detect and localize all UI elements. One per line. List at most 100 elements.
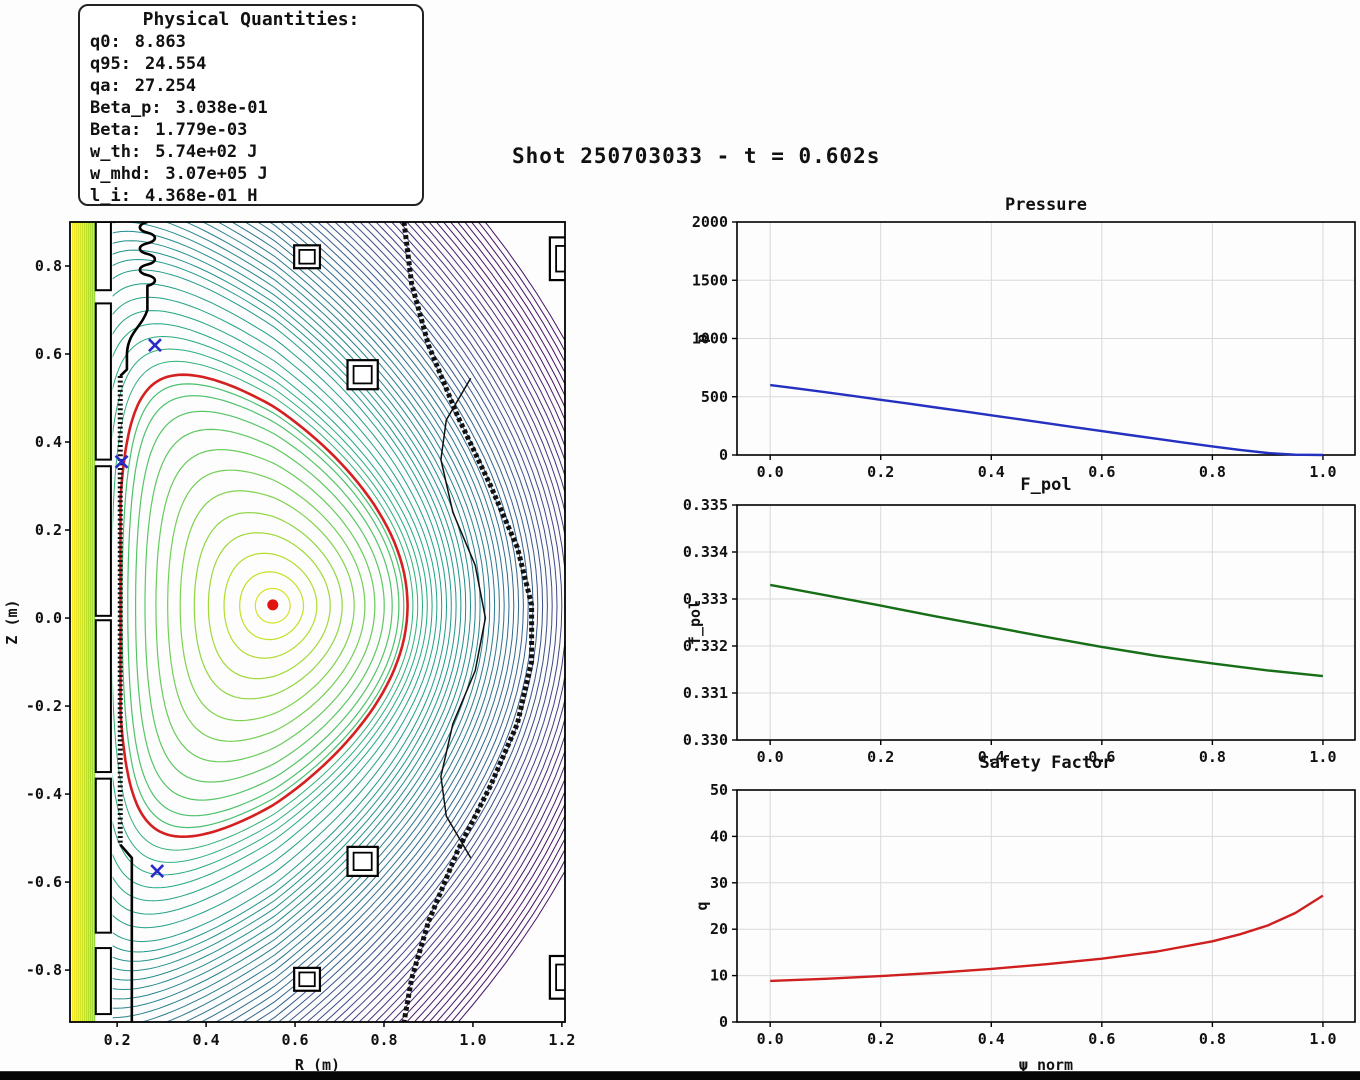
y-tick-label: 20 — [710, 920, 728, 938]
x-tick-label: 1.0 — [1309, 463, 1336, 481]
physical-quantities-panel: Physical Quantities: q0: 8.863 q95: 24.554… — [78, 4, 424, 206]
pf-coil — [293, 966, 322, 992]
pf-coil — [548, 954, 565, 1000]
x-tick-label: 0.8 — [370, 1031, 397, 1049]
y-tick-label: 0.2 — [35, 521, 62, 539]
y-tick-label: 0.333 — [683, 590, 728, 608]
y-tick-label: 40 — [710, 827, 728, 845]
y-tick-label: 500 — [701, 388, 728, 406]
x-axis-label: R (m) — [295, 1056, 340, 1074]
quantity-beta: Beta: 1.779e-03 — [90, 120, 248, 140]
pf-coil-inner — [298, 971, 316, 988]
x-point-marker — [114, 454, 129, 469]
safety-factor-profile-plot: 0.0 0.2 0.4 0.6 0.8 1.0 0 10 20 30 40 50 Safety Fact… — [693, 753, 1356, 1074]
x-tick-label: 0.4 — [978, 463, 1005, 481]
pf-coil-inner — [555, 245, 565, 273]
inner-limiter-line — [440, 377, 487, 859]
left-flux-band — [71, 222, 96, 1022]
grid — [737, 789, 1355, 1023]
vacuum-vessel-wall — [401, 222, 535, 1022]
outer-flux-contours — [112, 222, 565, 1022]
y-tick-label: 50 — [710, 781, 728, 799]
inner-wall-segment — [94, 619, 112, 774]
y-axis-label: f_pol — [686, 600, 704, 645]
y-tick-label: 0.331 — [683, 684, 728, 702]
plot-title: F_pol — [1020, 475, 1071, 495]
x-tick-label: 0.6 — [1088, 1030, 1115, 1048]
x-tick-label: 0.2 — [867, 1030, 894, 1048]
y-axis-label: q — [693, 901, 711, 910]
lower-inner-wall — [119, 843, 134, 1022]
contour-field — [71, 222, 565, 1022]
x-tick-label: 0.8 — [1199, 748, 1226, 766]
pf-coil — [346, 845, 379, 878]
fpol-profile-plot: 0.0 0.2 0.4 0.6 0.8 1.0 0.330 0.331 0.332 0.333 0.… — [683, 475, 1356, 766]
shot-title: Shot 250703033 - t = 0.602s — [512, 144, 881, 168]
magnetic-axis-marker — [267, 599, 279, 611]
y-tick-label: 0.332 — [683, 637, 728, 655]
pf-coil — [548, 236, 565, 282]
y-tick-label: -0.8 — [26, 961, 62, 979]
x-tick-label: 0.8 — [1199, 1030, 1226, 1048]
y-tick-label: -0.6 — [26, 873, 62, 891]
y-tick-label: 0.0 — [35, 609, 62, 627]
inner-wall-segment — [94, 302, 112, 461]
plot-frame — [69, 221, 566, 1023]
x-tick-label: 0.2 — [867, 748, 894, 766]
inner-wall-segment — [94, 465, 112, 617]
equilibrium-markers — [114, 338, 279, 878]
ticks — [732, 504, 1324, 745]
x-tick-label: 0.4 — [978, 748, 1005, 766]
y-axis-label: p — [693, 334, 711, 343]
physical-quantities-title: Physical Quantities: — [142, 9, 360, 30]
pf-coil-inner — [555, 963, 565, 992]
quantity-q95: q95: 24.554 — [90, 54, 207, 74]
separatrix-lcfs — [119, 373, 409, 839]
quantity-l-i: l_i: 4.368e-01 H — [90, 186, 258, 206]
y-tick-label: 0.335 — [683, 496, 728, 514]
quantity-qa: qa: 27.254 — [90, 76, 197, 96]
x-axis-label: ψ_norm — [1019, 1056, 1073, 1074]
pf-coil — [293, 244, 322, 270]
y-tick-label: 0.334 — [683, 543, 728, 561]
y-tick-label: 1500 — [692, 271, 728, 289]
plot-frame — [736, 789, 1356, 1023]
pf-coil — [346, 359, 379, 391]
quantity-q0: q0: 8.863 — [90, 32, 186, 52]
y-tick-label: 2000 — [692, 213, 728, 231]
pf-coil-inner — [298, 248, 316, 265]
machine-structures — [94, 222, 565, 1022]
x-tick-label: 0.0 — [757, 748, 784, 766]
window-bottom-edge — [0, 1071, 1360, 1080]
pressure-curve — [770, 383, 1323, 457]
safety_factor-curve — [770, 894, 1324, 983]
y-tick-label: 0 — [719, 1013, 728, 1031]
x-tick-label: 0.6 — [1088, 748, 1115, 766]
quantity-w-mhd: w_mhd: 3.07e+05 J — [90, 164, 268, 184]
y-tick-label: 0.330 — [683, 731, 728, 749]
x-tick-label: 1.2 — [548, 1031, 575, 1049]
y-tick-label: 0.6 — [35, 345, 62, 363]
x-tick-label: 1.0 — [459, 1031, 486, 1049]
x-tick-label: 0.6 — [1088, 463, 1115, 481]
plot-frame — [736, 504, 1356, 741]
x-tick-label: 0.2 — [867, 463, 894, 481]
quantity-beta-p: Beta_p: 3.038e-01 — [90, 98, 268, 118]
y-tick-label: 1000 — [692, 330, 728, 348]
grid — [737, 221, 1355, 456]
plot-title: Safety Factor — [979, 753, 1112, 773]
pressure-profile-plot: 0.0 0.2 0.4 0.6 0.8 1.0 0 500 1000 1500 2000 Pressu… — [692, 195, 1356, 481]
y-tick-label: 30 — [710, 874, 728, 892]
x-tick-label: 0.6 — [281, 1031, 308, 1049]
x-tick-label: 0.2 — [104, 1031, 131, 1049]
x-tick-label: 1.0 — [1309, 1030, 1336, 1048]
plot-title: Pressure — [1005, 195, 1087, 215]
core-flux-surfaces — [121, 383, 405, 829]
y-tick-label: 0 — [719, 446, 728, 464]
ticks — [65, 265, 563, 1027]
quantity-w-th: w_th: 5.74e+02 J — [90, 142, 258, 162]
y-tick-label: 0.8 — [35, 257, 62, 275]
pf-coil-inner — [352, 365, 373, 385]
ticks — [732, 221, 1324, 460]
